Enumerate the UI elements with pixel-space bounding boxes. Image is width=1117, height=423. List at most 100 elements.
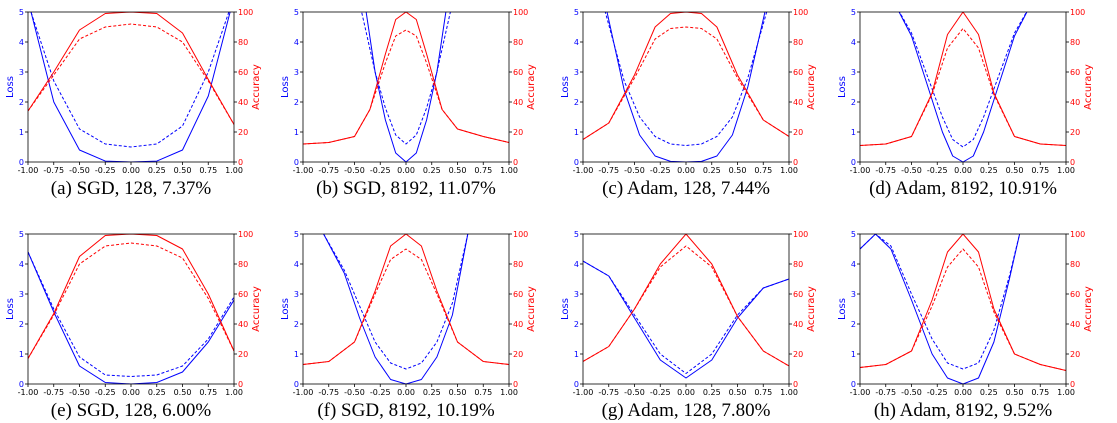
acc-solid-line <box>583 234 789 367</box>
accuracy-tick-label: 0 <box>793 158 798 167</box>
x-tick-label: 1.00 <box>500 166 518 175</box>
accuracy-tick-label: 40 <box>513 320 523 329</box>
accuracy-tick-label: 100 <box>238 8 253 17</box>
loss-axis-label: Loss <box>560 76 571 98</box>
accuracy-axis-label: Accuracy <box>526 64 537 110</box>
x-tick-label: -0.25 <box>927 388 948 397</box>
plot-area <box>28 234 234 384</box>
accuracy-tick-label: 20 <box>1070 350 1080 359</box>
plot-area <box>583 234 789 379</box>
loss-tick-label: 1 <box>851 128 856 137</box>
x-tick-label: -0.75 <box>318 166 339 175</box>
subplot-b: -1.00 -0.75 -0.50 -0.25 0.00 0.25 0.50 0.75 1.00… <box>280 8 537 199</box>
x-tick-label: 0.00 <box>677 388 695 397</box>
plot-area <box>303 12 509 162</box>
subplot-c: -1.00 -0.75 -0.50 -0.25 0.00 0.25 0.50 0.75 1.00… <box>560 8 817 199</box>
x-tick-label: -0.25 <box>370 166 391 175</box>
loss-tick-label: 1 <box>19 128 24 137</box>
loss-tick-label: 0 <box>294 158 299 167</box>
acc-solid-line <box>583 12 789 140</box>
subplot-a: -1.00 -0.75 -0.50 -0.25 0.00 0.25 0.50 0.75 1.00… <box>5 8 262 199</box>
accuracy-axis-label: Accuracy <box>1083 64 1094 110</box>
x-tick-label: 0.25 <box>423 388 441 397</box>
loss-tick-label: 5 <box>574 8 579 17</box>
subplot-d: -1.00 -0.75 -0.50 -0.25 0.00 0.25 0.50 0.75 1.00… <box>837 8 1094 199</box>
accuracy-tick-label: 60 <box>238 68 248 77</box>
x-tick-label: -0.75 <box>875 388 896 397</box>
x-tick-label: 0.00 <box>954 166 972 175</box>
accuracy-axis-label: Accuracy <box>806 286 817 332</box>
x-tick-label: -1.00 <box>573 388 594 397</box>
plot-area <box>303 234 509 384</box>
loss-tick-label: 5 <box>851 8 856 17</box>
loss-axis-label: Loss <box>280 298 291 320</box>
accuracy-tick-label: 80 <box>793 260 803 269</box>
accuracy-tick-label: 100 <box>238 230 253 239</box>
x-tick-label: 0.75 <box>1031 388 1049 397</box>
loss-tick-label: 1 <box>851 350 856 359</box>
loss-tick-label: 4 <box>294 260 299 269</box>
loss-tick-label: 5 <box>574 230 579 239</box>
x-tick-label: 0.75 <box>754 166 772 175</box>
loss-tick-label: 4 <box>851 38 856 47</box>
acc-solid-line <box>28 12 234 125</box>
x-tick-label: 0.75 <box>474 388 492 397</box>
x-tick-label: -0.50 <box>624 388 645 397</box>
loss-tick-label: 4 <box>574 38 579 47</box>
accuracy-tick-label: 20 <box>513 350 523 359</box>
acc-solid-line <box>860 12 1066 146</box>
axes-frame <box>582 233 790 385</box>
loss-tick-label: 4 <box>19 260 24 269</box>
x-tick-label: 0.50 <box>729 388 747 397</box>
accuracy-tick-label: 100 <box>1070 230 1085 239</box>
loss-tick-label: 1 <box>574 350 579 359</box>
loss-tick-label: 2 <box>574 320 579 329</box>
loss-dashed-line <box>898 12 1028 148</box>
acc-solid-line <box>303 12 509 145</box>
subplot-g: -1.00 -0.75 -0.50 -0.25 0.00 0.25 0.50 0.75 1.00… <box>560 230 817 421</box>
x-tick-label: -1.00 <box>18 388 39 397</box>
x-tick-label: 0.50 <box>449 388 467 397</box>
x-tick-label: -0.75 <box>43 166 64 175</box>
plot-area <box>28 12 234 162</box>
axes-frame <box>859 11 1067 163</box>
accuracy-tick-label: 80 <box>793 38 803 47</box>
loss-axis-label: Loss <box>837 298 848 320</box>
plot-area <box>583 12 789 162</box>
subplot-e: -1.00 -0.75 -0.50 -0.25 0.00 0.25 0.50 0.75 1.00… <box>5 230 262 421</box>
x-tick-label: 0.00 <box>122 388 140 397</box>
plot-area <box>860 12 1066 162</box>
x-tick-label: 0.00 <box>397 388 415 397</box>
loss-tick-label: 2 <box>294 320 299 329</box>
x-tick-label: 0.50 <box>1006 388 1024 397</box>
x-tick-label: -1.00 <box>850 166 871 175</box>
x-tick-label: 0.50 <box>1006 166 1024 175</box>
accuracy-tick-label: 40 <box>793 98 803 107</box>
accuracy-tick-label: 80 <box>238 38 248 47</box>
x-tick-label: -0.75 <box>598 166 619 175</box>
x-tick-label: 0.25 <box>703 388 721 397</box>
accuracy-axis-label: Accuracy <box>526 286 537 332</box>
loss-tick-label: 3 <box>574 68 579 77</box>
loss-tick-label: 5 <box>19 8 24 17</box>
subplot-caption: (b) SGD, 8192, 11.07% <box>316 178 496 199</box>
accuracy-tick-label: 80 <box>1070 38 1080 47</box>
accuracy-tick-label: 60 <box>1070 68 1080 77</box>
loss-tick-label: 0 <box>294 380 299 389</box>
loss-solid-line <box>30 12 231 162</box>
x-tick-label: -0.50 <box>344 166 365 175</box>
accuracy-tick-label: 100 <box>1070 8 1085 17</box>
accuracy-tick-label: 20 <box>238 128 248 137</box>
x-tick-label: -0.75 <box>598 388 619 397</box>
acc-dashed-line <box>583 245 789 367</box>
loss-dashed-line <box>28 251 234 377</box>
accuracy-tick-label: 60 <box>1070 290 1080 299</box>
acc-dashed-line <box>860 28 1066 146</box>
x-tick-label: -0.25 <box>650 388 671 397</box>
loss-tick-label: 0 <box>19 380 24 389</box>
accuracy-tick-label: 80 <box>513 260 523 269</box>
loss-dashed-line <box>323 234 469 370</box>
x-tick-label: 0.75 <box>474 166 492 175</box>
accuracy-tick-label: 20 <box>1070 128 1080 137</box>
